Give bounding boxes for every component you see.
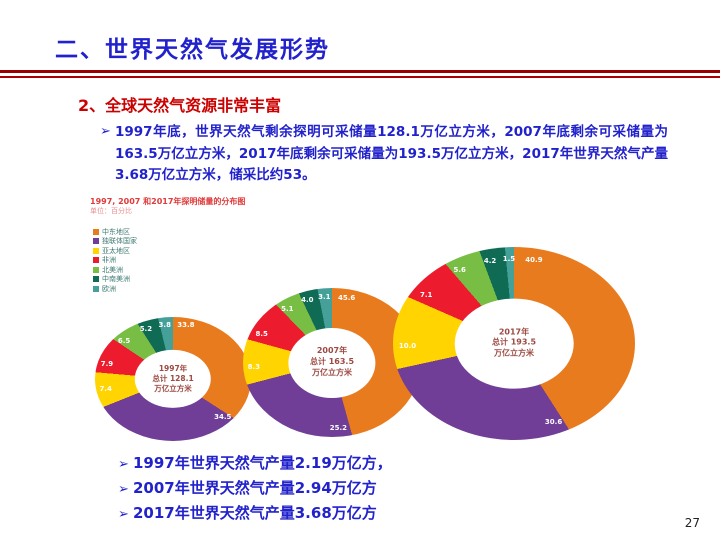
slice-value-label: 30.6 [544,418,563,427]
legend-label: 中南美洲 [102,275,130,284]
legend-item: 北美洲 [93,265,137,275]
legend-item: 中南美洲 [93,275,137,285]
legend-swatch-icon [93,285,99,292]
donut-unit: 万亿立方米 [154,384,192,394]
arrow-bullet-icon: ➢ [118,507,129,522]
legend-swatch-icon [93,247,99,254]
slice-value-label: 34.5 [214,412,232,421]
bullet-text: 2007年世界天然气产量2.94万亿方 [133,479,377,497]
donut-hole: 2007年 总计 163.5 万亿立方米 [288,327,376,398]
legend-swatch-icon [93,266,99,273]
legend-item: 欧洲 [93,284,137,294]
legend-swatch-icon [93,257,99,264]
donut-year: 2017年 [498,327,530,337]
donut-unit: 万亿立方米 [493,348,534,358]
page-number: 27 [684,516,700,530]
slice-value-label: 4.2 [483,256,497,265]
slice-value-label: 3.8 [158,320,171,329]
arrow-bullet-icon: ➢ [118,457,129,472]
legend-item: 独联体国家 [93,237,137,247]
slice-value-label: 7.9 [100,360,114,369]
chart-title: 1997, 2007 和2017年探明储量的分布图 [90,197,246,206]
legend-swatch-icon [93,228,99,235]
donut-total: 总计 128.1 [152,373,194,383]
title-divider-line [0,70,720,78]
legend-label: 中东地区 [102,227,130,236]
legend-label: 亚太地区 [102,246,130,255]
donut-chart-2017: 2017年 总计 193.5 万亿立方米 40.9 30.6 10.0 7.1 5.6 4… [393,247,635,440]
production-bullet-list: ➢ 1997年世界天然气产量2.19万亿方， ➢ 2007年世界天然气产量2.9… [118,452,392,527]
body-paragraph: ➢ 1997年底，世界天然气剩余探明可采储量128.1万亿立方米，2007年底剩… [100,122,668,187]
donut-year: 2007年 [316,346,348,356]
arrow-bullet-icon: ➢ [100,124,111,139]
donut-center-text: 1997年 总计 128.1 万亿立方米 [152,364,193,394]
donut-center-text: 2017年 总计 193.5 万亿立方米 [492,327,536,359]
slice-value-label: 1.5 [502,254,516,263]
legend-item: 中东地区 [93,227,137,237]
bullet-text: 2017年世界天然气产量3.68万亿方 [133,504,377,522]
donut-center-text: 2007年 总计 163.5 万亿立方米 [310,346,354,378]
donut-hole: 2017年 总计 193.5 万亿立方米 [454,298,574,389]
bullet-text: 1997年世界天然气产量2.19万亿方， [133,454,392,472]
legend-label: 北美洲 [102,265,123,274]
slice-value-label: 45.6 [338,294,356,303]
slice-value-label: 5.2 [139,324,153,333]
legend-label: 非洲 [102,256,116,265]
donut-chart-1997: 1997年 总计 128.1 万亿立方米 33.8 34.5 7.4 7.9 6.5 5.… [95,317,251,441]
slice-value-label: 6.5 [117,336,131,345]
donut-unit: 万亿立方米 [312,367,352,377]
body-paragraph-text: 1997年底，世界天然气剩余探明可采储量128.1万亿立方米，2007年底剩余可… [115,124,668,184]
slice-value-label: 8.3 [247,362,261,371]
slice-value-label: 33.8 [177,321,195,330]
slice-value-label: 5.1 [281,304,294,313]
slice-value-label: 25.2 [329,423,348,432]
legend-swatch-icon [93,276,99,283]
slice-value-label: 7.4 [99,385,112,394]
slice-value-label: 40.9 [525,256,543,265]
slice-value-label: 3.1 [318,293,331,302]
list-item: ➢ 1997年世界天然气产量2.19万亿方， [118,452,392,477]
arrow-bullet-icon: ➢ [118,482,129,497]
legend-label: 欧洲 [102,284,116,293]
donut-chart-2007: 2007年 总计 163.5 万亿立方米 45.6 25.2 8.3 8.5 5.1 4.… [243,288,421,437]
slice-value-label: 10.0 [398,341,417,350]
slice-value-label: 7.1 [420,291,433,300]
donut-hole: 1997年 总计 128.1 万亿立方米 [134,349,212,409]
section-heading: 2、全球天然气资源非常丰富 [78,96,282,115]
chart-subtitle: 单位：百分比 [90,207,132,215]
donut-total: 总计 193.5 [491,338,537,348]
page-title: 二、世界天然气发展形势 [55,37,330,63]
slice-value-label: 5.6 [453,266,466,275]
chart-legend: 中东地区 独联体国家 亚太地区 非洲 北美洲 中南美洲 欧洲 [93,227,137,294]
slice-value-label: 4.0 [301,296,314,305]
list-item: ➢ 2007年世界天然气产量2.94万亿方 [118,477,392,502]
slice-value-label: 8.5 [255,329,268,338]
donut-year: 1997年 [158,363,188,373]
list-item: ➢ 2017年世界天然气产量3.68万亿方 [118,502,392,527]
legend-item: 非洲 [93,256,137,266]
legend-label: 独联体国家 [102,237,137,246]
legend-swatch-icon [93,238,99,245]
donut-total: 总计 163.5 [309,357,355,367]
legend-item: 亚太地区 [93,246,137,256]
